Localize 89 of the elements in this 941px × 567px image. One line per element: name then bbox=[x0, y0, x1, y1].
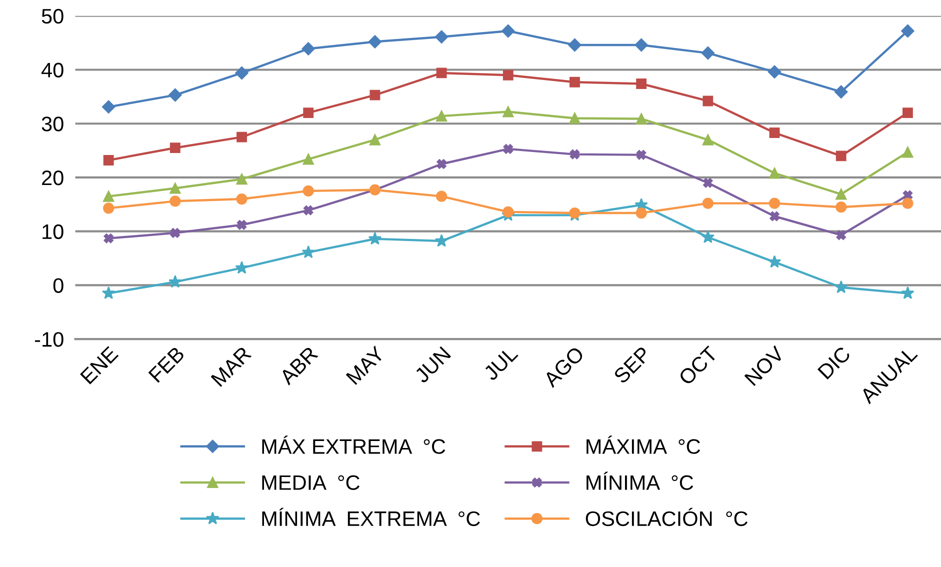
point bbox=[170, 196, 181, 207]
point bbox=[902, 198, 914, 209]
point bbox=[768, 168, 780, 179]
point bbox=[102, 100, 116, 114]
point bbox=[502, 206, 514, 218]
y-tick-label: 30 bbox=[42, 116, 64, 132]
point bbox=[303, 108, 314, 118]
legend-label: MÁXIMA °C bbox=[586, 436, 700, 454]
point bbox=[236, 132, 247, 142]
point bbox=[434, 30, 448, 44]
point bbox=[104, 233, 114, 244]
point bbox=[370, 90, 380, 100]
point bbox=[503, 144, 513, 154]
point bbox=[836, 188, 847, 200]
point bbox=[502, 70, 514, 80]
point bbox=[502, 106, 514, 118]
point bbox=[368, 35, 382, 48]
point bbox=[836, 202, 847, 213]
point bbox=[570, 149, 580, 160]
point bbox=[634, 38, 648, 52]
point bbox=[702, 134, 714, 146]
legend-label: MÍNIMA °C bbox=[586, 472, 694, 490]
point bbox=[170, 142, 180, 154]
point bbox=[703, 178, 713, 188]
point bbox=[902, 108, 913, 118]
point bbox=[434, 234, 448, 247]
point bbox=[768, 65, 782, 78]
legend-label: MÍNIMA EXTREMA °C bbox=[262, 508, 480, 526]
point bbox=[568, 38, 582, 52]
point bbox=[168, 275, 182, 288]
point bbox=[768, 198, 780, 209]
x-tick-label: FEB bbox=[148, 346, 186, 383]
point bbox=[436, 110, 448, 122]
point bbox=[302, 185, 314, 196]
point bbox=[702, 198, 714, 209]
y-tick-label: -10 bbox=[34, 332, 64, 347]
point bbox=[769, 128, 780, 138]
y-tick-label: 10 bbox=[42, 224, 64, 240]
y-tick-label: 50 bbox=[42, 8, 64, 24]
point bbox=[701, 230, 715, 244]
point bbox=[569, 112, 580, 124]
point bbox=[570, 76, 580, 88]
point bbox=[235, 261, 248, 274]
point bbox=[636, 78, 647, 89]
point bbox=[103, 202, 114, 214]
point bbox=[235, 66, 248, 80]
point bbox=[236, 174, 248, 185]
point bbox=[901, 24, 914, 38]
legend-label: MÁX EXTREMA °C bbox=[262, 436, 446, 454]
point bbox=[436, 68, 447, 78]
x-tick-label: JUL bbox=[482, 346, 518, 382]
point bbox=[902, 190, 913, 200]
point bbox=[636, 113, 647, 124]
point bbox=[302, 154, 314, 165]
point bbox=[436, 190, 448, 202]
legend-label: OSCILACIÓN °C bbox=[586, 508, 748, 526]
point bbox=[368, 232, 382, 245]
point bbox=[168, 88, 182, 102]
point bbox=[236, 220, 247, 230]
point bbox=[103, 190, 114, 202]
x-tick-label: DIC bbox=[817, 346, 852, 380]
point bbox=[834, 85, 848, 98]
point bbox=[636, 150, 646, 160]
point bbox=[436, 159, 446, 169]
legend-label: MEDIA °C bbox=[262, 475, 360, 490]
point bbox=[770, 211, 780, 222]
point bbox=[702, 96, 714, 106]
point bbox=[502, 24, 515, 38]
x-tick-label: SEP bbox=[612, 346, 652, 384]
y-tick-label: 20 bbox=[42, 170, 64, 186]
point bbox=[303, 205, 314, 216]
point bbox=[901, 286, 914, 300]
point bbox=[369, 134, 381, 146]
point bbox=[768, 255, 782, 268]
point bbox=[236, 193, 248, 205]
point bbox=[302, 42, 315, 56]
point bbox=[902, 146, 914, 158]
y-tick-label: 40 bbox=[41, 62, 64, 78]
point bbox=[170, 228, 180, 238]
point bbox=[170, 182, 181, 194]
point bbox=[302, 245, 315, 258]
point bbox=[836, 150, 846, 162]
point bbox=[102, 286, 116, 300]
point bbox=[701, 46, 715, 60]
y-tick-label: 0 bbox=[53, 278, 64, 293]
point bbox=[836, 230, 846, 240]
point bbox=[636, 207, 647, 219]
point bbox=[834, 280, 848, 294]
point bbox=[103, 155, 114, 166]
